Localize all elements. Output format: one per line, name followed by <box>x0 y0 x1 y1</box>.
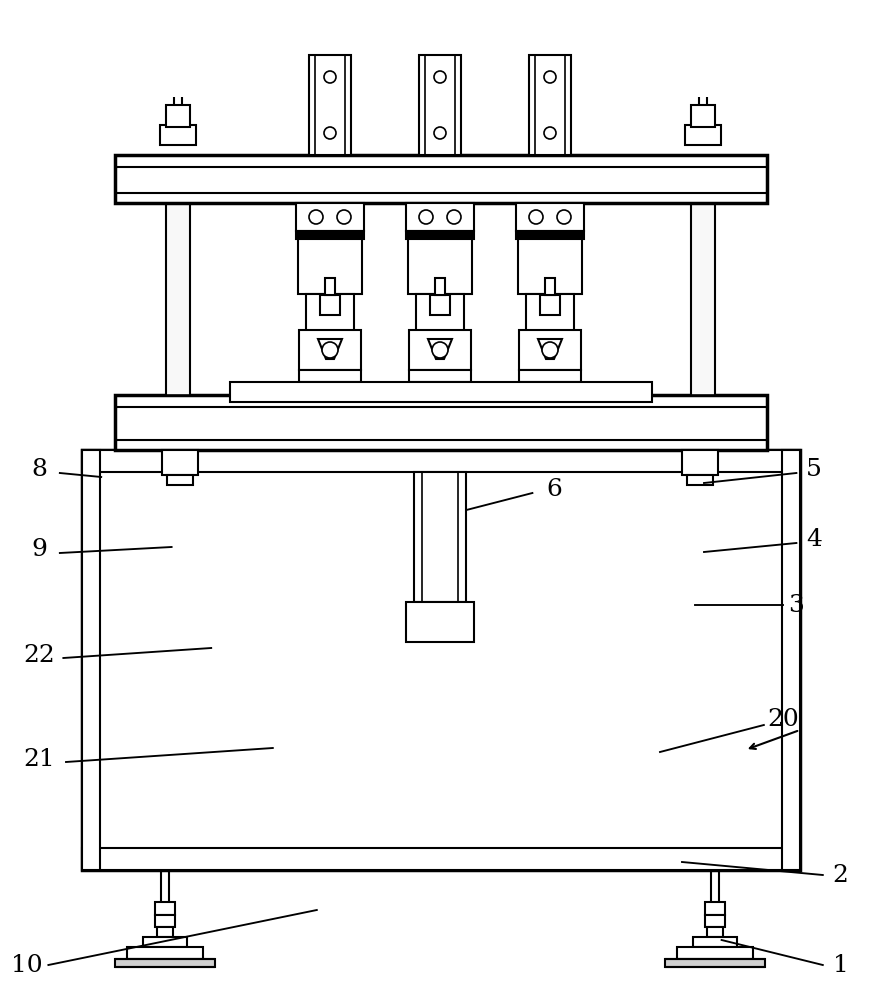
Text: 4: 4 <box>806 528 822 552</box>
Bar <box>691 175 715 395</box>
Bar <box>82 450 800 870</box>
Circle shape <box>309 210 323 224</box>
Bar <box>143 937 187 947</box>
Bar <box>155 915 175 927</box>
Text: 1: 1 <box>832 954 848 976</box>
Circle shape <box>544 71 556 83</box>
Circle shape <box>324 71 336 83</box>
Text: 3: 3 <box>788 593 804 616</box>
Bar <box>782 450 800 870</box>
Bar <box>699 432 731 446</box>
Bar <box>693 937 737 947</box>
Text: 6: 6 <box>546 479 562 502</box>
Bar <box>157 927 173 937</box>
Bar <box>166 105 190 127</box>
Circle shape <box>544 127 556 139</box>
Bar <box>230 382 652 402</box>
Polygon shape <box>318 339 342 359</box>
Bar <box>516 203 584 231</box>
Bar <box>435 278 445 295</box>
Bar <box>306 294 354 339</box>
Bar <box>409 330 471 370</box>
Bar <box>325 278 335 295</box>
Bar <box>540 295 560 315</box>
Bar <box>309 55 351 155</box>
Text: 9: 9 <box>32 538 48 562</box>
Bar <box>516 231 584 239</box>
Bar <box>82 848 800 870</box>
Bar <box>677 947 753 959</box>
Bar <box>115 395 767 450</box>
Circle shape <box>529 210 543 224</box>
Bar <box>406 602 474 642</box>
Bar <box>529 55 571 155</box>
Polygon shape <box>538 339 562 359</box>
Bar <box>699 440 731 445</box>
Circle shape <box>434 71 446 83</box>
Bar <box>149 432 181 446</box>
Bar <box>298 239 362 294</box>
Bar <box>167 475 193 485</box>
Bar <box>149 440 181 445</box>
Circle shape <box>337 210 351 224</box>
Bar <box>320 295 340 315</box>
Circle shape <box>419 210 433 224</box>
Bar <box>430 295 450 315</box>
Bar <box>296 231 364 239</box>
Bar <box>162 450 198 475</box>
Bar <box>166 175 190 395</box>
Bar <box>685 125 721 145</box>
Bar <box>699 420 731 425</box>
Bar <box>409 370 471 382</box>
Text: 20: 20 <box>767 708 799 732</box>
Bar <box>414 472 466 602</box>
Bar <box>518 239 582 294</box>
Bar <box>149 420 181 425</box>
Polygon shape <box>428 339 452 359</box>
Text: 5: 5 <box>806 458 822 482</box>
Bar <box>408 239 472 294</box>
Bar <box>406 231 474 239</box>
Bar <box>416 294 464 339</box>
Bar <box>526 294 574 339</box>
Bar <box>160 125 196 145</box>
Bar <box>149 430 181 435</box>
Circle shape <box>447 210 461 224</box>
Polygon shape <box>665 959 765 967</box>
Bar <box>296 203 364 231</box>
Circle shape <box>542 342 558 358</box>
Bar <box>545 278 555 295</box>
Bar <box>705 902 725 915</box>
Circle shape <box>434 127 446 139</box>
Bar <box>519 330 581 370</box>
Bar <box>687 475 713 485</box>
Circle shape <box>324 127 336 139</box>
Text: 2: 2 <box>832 863 848 886</box>
Bar <box>519 370 581 382</box>
Text: 22: 22 <box>24 644 55 666</box>
Bar <box>82 450 100 870</box>
Circle shape <box>432 342 448 358</box>
Polygon shape <box>115 959 215 967</box>
Bar <box>699 430 731 435</box>
Bar <box>691 105 715 127</box>
Bar <box>127 947 203 959</box>
Bar <box>419 55 461 155</box>
Bar <box>299 370 361 382</box>
Bar <box>682 450 718 475</box>
Bar <box>82 450 800 472</box>
Circle shape <box>557 210 571 224</box>
Bar <box>707 927 723 937</box>
Circle shape <box>322 342 338 358</box>
Bar <box>115 155 767 203</box>
Text: 10: 10 <box>11 954 42 976</box>
Bar <box>406 203 474 231</box>
Text: 21: 21 <box>24 748 55 772</box>
Bar <box>155 902 175 915</box>
Bar <box>299 330 361 370</box>
Text: 8: 8 <box>32 458 48 482</box>
Bar <box>705 915 725 927</box>
